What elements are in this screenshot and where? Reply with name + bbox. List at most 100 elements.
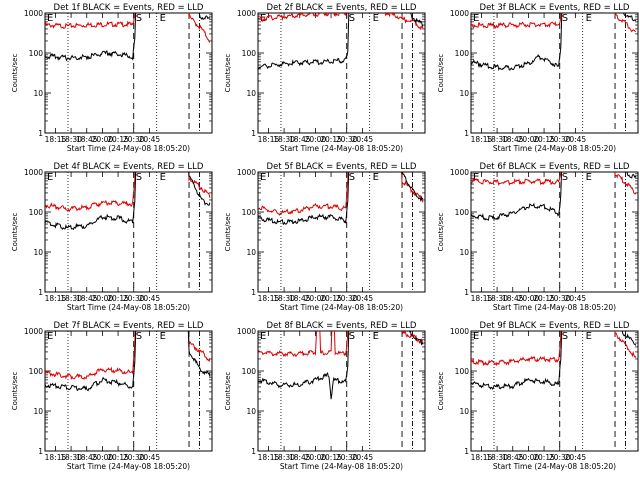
y-tick-label: 10 bbox=[246, 89, 256, 98]
y-tick-label: 10 bbox=[33, 248, 43, 257]
y-tick-label: 1 bbox=[38, 288, 43, 297]
y-tick-label: 1 bbox=[38, 447, 43, 456]
marker-label-s: S bbox=[349, 331, 355, 342]
plot-frame bbox=[470, 171, 639, 293]
x-tick-label: 20:00 bbox=[518, 294, 540, 303]
x-axis-label: Start Time (24-May-08 18:05:20) bbox=[280, 144, 403, 153]
y-tick-label: 1 bbox=[251, 129, 256, 138]
x-tick-label: 20:00 bbox=[305, 294, 327, 303]
panel-title: Det 2f BLACK = Events, RED = LLD bbox=[267, 3, 417, 13]
y-tick-label: 10 bbox=[33, 89, 43, 98]
panel-5: Det 5f BLACK = Events, RED = LLD 1 10 100 10… bbox=[224, 162, 426, 312]
series-events-black bbox=[471, 331, 637, 391]
y-tick-label: 10 bbox=[459, 248, 469, 257]
panel-9: Det 9f BLACK = Events, RED = LLD 1 10 100 10… bbox=[437, 321, 639, 471]
panel-title: Det 3f BLACK = Events, RED = LLD bbox=[480, 3, 630, 13]
plot-frame bbox=[470, 330, 639, 452]
x-tick-label: 20:00 bbox=[92, 294, 114, 303]
series-events-black bbox=[258, 13, 424, 70]
series-events-black bbox=[471, 13, 637, 72]
x-tick-label: 20:00 bbox=[305, 135, 327, 144]
y-tick-label: 10 bbox=[246, 248, 256, 257]
x-tick-label: 20:30 bbox=[123, 453, 145, 462]
x-axis-label: Start Time (24-May-08 18:05:20) bbox=[67, 303, 190, 312]
plot-frame bbox=[470, 12, 639, 134]
y-tick-label: 1 bbox=[251, 447, 256, 456]
x-tick-label: 18:30 bbox=[486, 135, 508, 144]
x-tick-label: 20:45 bbox=[352, 294, 374, 303]
x-tick-label: 18:15 bbox=[471, 294, 493, 303]
x-tick-label: 18:45 bbox=[76, 453, 98, 462]
marker-label-e: E bbox=[586, 331, 592, 342]
x-tick-label: 18:45 bbox=[289, 453, 311, 462]
x-tick-label: 20:45 bbox=[139, 294, 161, 303]
panel-title: Det 5f BLACK = Events, RED = LLD bbox=[267, 162, 417, 172]
plot-frame bbox=[44, 12, 213, 134]
x-tick-label: 20:30 bbox=[549, 135, 571, 144]
y-tick-label: 100 bbox=[455, 49, 470, 58]
panel-1: Det 1f BLACK = Events, RED = LLD 1 10 100 10… bbox=[11, 3, 213, 153]
panel-title: Det 6f BLACK = Events, RED = LLD bbox=[480, 162, 630, 172]
series-lld-red bbox=[471, 331, 637, 367]
marker-label-e: E bbox=[473, 331, 479, 342]
x-axis-label: Start Time (24-May-08 18:05:20) bbox=[67, 144, 190, 153]
x-tick-label: 20:30 bbox=[549, 294, 571, 303]
x-tick-label: 18:45 bbox=[289, 135, 311, 144]
y-tick-label: 1000 bbox=[450, 168, 469, 177]
series-events-black bbox=[45, 331, 211, 392]
x-tick-label: 18:15 bbox=[45, 453, 67, 462]
x-axis-label: Start Time (24-May-08 18:05:20) bbox=[493, 144, 616, 153]
y-tick-label: 1000 bbox=[450, 327, 469, 336]
x-tick-label: 20:45 bbox=[565, 294, 587, 303]
marker-label-e: E bbox=[160, 13, 166, 24]
x-tick-label: 20:15 bbox=[320, 453, 342, 462]
y-tick-label: 100 bbox=[242, 367, 257, 376]
x-axis-label: Start Time (24-May-08 18:05:20) bbox=[280, 462, 403, 471]
series-events-black bbox=[258, 172, 424, 225]
marker-label-s: S bbox=[136, 331, 142, 342]
x-tick-label: 20:45 bbox=[352, 135, 374, 144]
x-tick-label: 20:15 bbox=[320, 294, 342, 303]
marker-label-s: S bbox=[136, 172, 142, 183]
x-tick-label: 18:30 bbox=[486, 294, 508, 303]
y-tick-label: 100 bbox=[242, 49, 257, 58]
marker-label-s: S bbox=[349, 172, 355, 183]
series-lld-red bbox=[258, 172, 424, 216]
x-tick-label: 20:15 bbox=[533, 294, 555, 303]
y-tick-label: 100 bbox=[455, 208, 470, 217]
y-tick-label: 1000 bbox=[24, 327, 43, 336]
series-events-black bbox=[45, 172, 211, 231]
x-axis-label: Start Time (24-May-08 18:05:20) bbox=[280, 303, 403, 312]
y-tick-label: 10 bbox=[246, 407, 256, 416]
x-tick-label: 20:45 bbox=[139, 453, 161, 462]
x-tick-label: 18:15 bbox=[471, 453, 493, 462]
x-tick-label: 20:45 bbox=[565, 453, 587, 462]
series-lld-red bbox=[45, 331, 211, 381]
marker-label-e: E bbox=[47, 172, 53, 183]
marker-label-e: E bbox=[473, 13, 479, 24]
panel-3: Det 3f BLACK = Events, RED = LLD 1 10 100 10… bbox=[437, 3, 639, 153]
x-tick-label: 20:30 bbox=[336, 294, 358, 303]
panel-8: Det 8f BLACK = Events, RED = LLD 1 10 100 10… bbox=[224, 321, 426, 471]
marker-label-e: E bbox=[373, 13, 379, 24]
x-tick-label: 18:15 bbox=[258, 453, 280, 462]
y-tick-label: 1 bbox=[464, 447, 469, 456]
series-events-black bbox=[45, 13, 211, 62]
panel-6: Det 6f BLACK = Events, RED = LLD 1 10 100 10… bbox=[437, 162, 639, 312]
y-axis-label: Counts/sec bbox=[437, 213, 445, 252]
panel-title: Det 4f BLACK = Events, RED = LLD bbox=[54, 162, 204, 172]
panel-2: Det 2f BLACK = Events, RED = LLD 1 10 100 10… bbox=[224, 3, 426, 153]
x-tick-label: 20:30 bbox=[123, 135, 145, 144]
x-tick-label: 18:15 bbox=[45, 294, 67, 303]
y-axis-label: Counts/sec bbox=[437, 54, 445, 93]
panel-title: Det 7f BLACK = Events, RED = LLD bbox=[54, 321, 204, 331]
y-axis-label: Counts/sec bbox=[11, 54, 19, 93]
y-tick-label: 1000 bbox=[450, 9, 469, 18]
y-tick-label: 1 bbox=[38, 129, 43, 138]
x-tick-label: 20:45 bbox=[565, 135, 587, 144]
series-lld-red bbox=[45, 13, 211, 43]
y-tick-label: 1 bbox=[464, 129, 469, 138]
y-tick-label: 100 bbox=[29, 367, 44, 376]
y-axis-label: Counts/sec bbox=[11, 372, 19, 411]
